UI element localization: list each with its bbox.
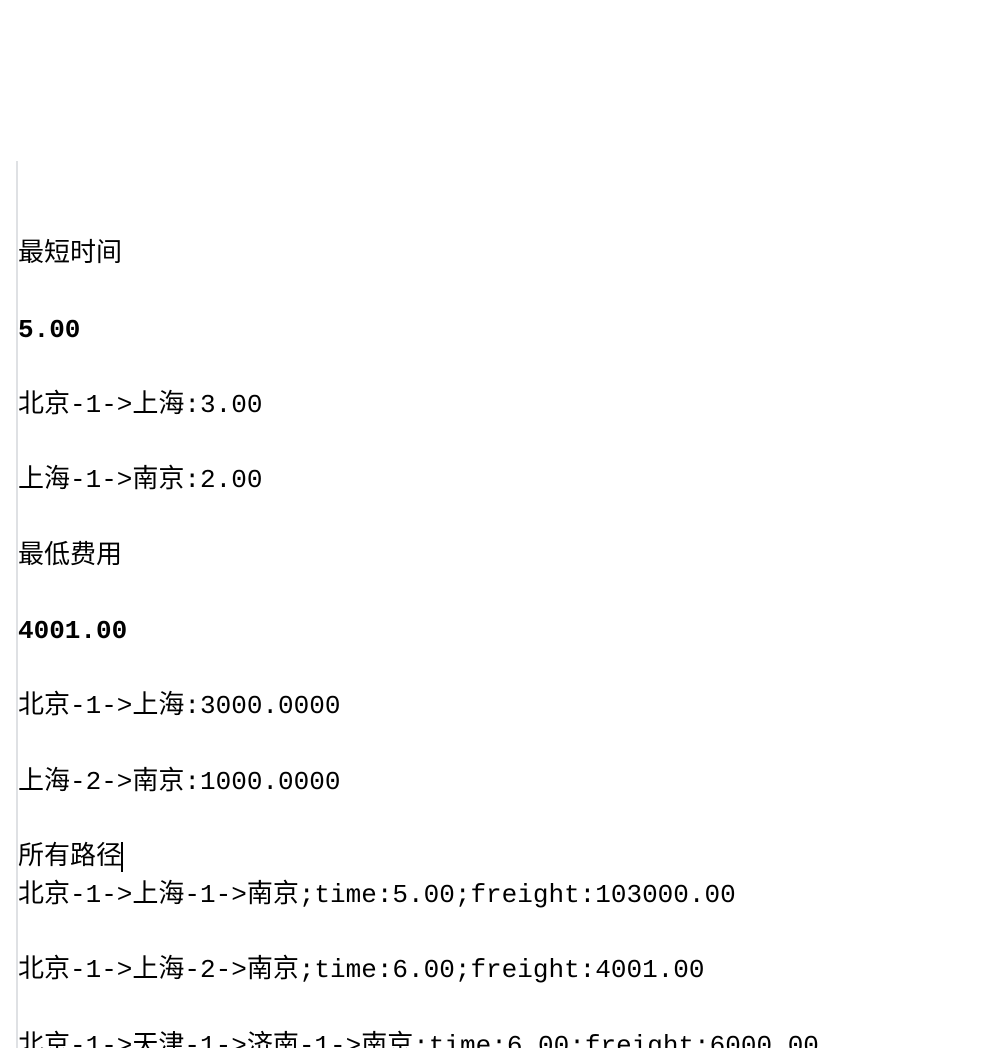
lowest-cost-route-0: 北京-1->上海:3000.0000 — [18, 688, 984, 726]
output-panel: 最短时间 5.00 北京-1->上海:3.00 上海-1->南京:2.00 最低… — [16, 161, 984, 1048]
all-paths-label: 所有路径 — [18, 842, 122, 872]
all-paths-row-2: 北京-1->天津-1->济南-1->南京;time:6.00;freight:6… — [18, 1028, 984, 1048]
lowest-cost-route-1: 上海-2->南京:1000.0000 — [18, 764, 984, 802]
text-cursor-icon — [121, 842, 123, 872]
shortest-time-route-0: 北京-1->上海:3.00 — [18, 387, 984, 425]
shortest-time-route-1: 上海-1->南京:2.00 — [18, 462, 984, 500]
lowest-cost-value: 4001.00 — [18, 613, 984, 651]
all-paths-label-line: 所有路径 — [18, 839, 123, 877]
shortest-time-value: 5.00 — [18, 312, 984, 350]
all-paths-row-0: 北京-1->上海-1->南京;time:5.00;freight:103000.… — [18, 877, 984, 915]
all-paths-row-1: 北京-1->上海-2->南京;time:6.00;freight:4001.00 — [18, 952, 984, 990]
output-content: 最短时间 5.00 北京-1->上海:3.00 上海-1->南京:2.00 最低… — [18, 198, 984, 1048]
shortest-time-label: 最短时间 — [18, 236, 984, 274]
lowest-cost-label: 最低费用 — [18, 538, 984, 576]
